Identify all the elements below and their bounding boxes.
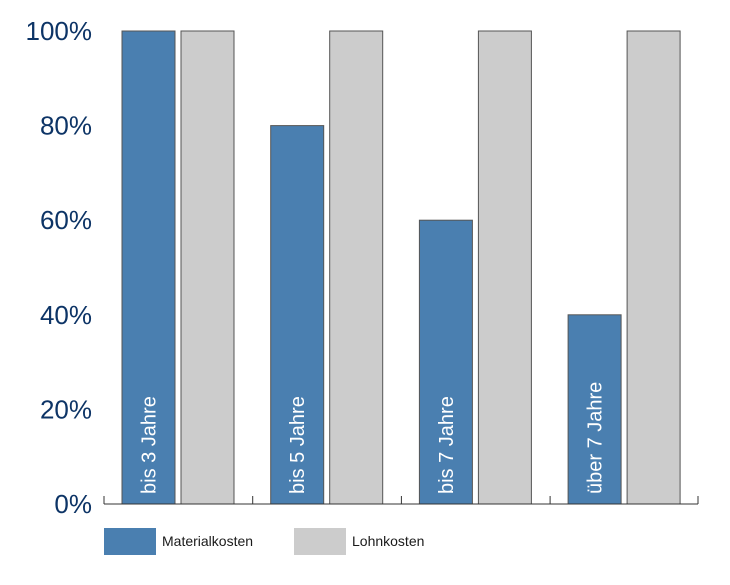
y-tick-label: 80% [40, 111, 92, 141]
category-label: über 7 Jahre [585, 382, 607, 494]
bar-lohn [180, 30, 235, 505]
bar-lohn [477, 30, 532, 505]
category-label: bis 5 Jahre [287, 396, 309, 494]
bar-material [121, 30, 176, 505]
category-label: bis 3 Jahre [139, 396, 161, 494]
bar-lohn [626, 30, 681, 505]
legend-swatch-material [104, 528, 156, 555]
legend-label: Lohnkosten [352, 533, 424, 549]
y-tick-label: 60% [40, 205, 92, 235]
bar-material [270, 125, 325, 505]
y-tick-label: 0% [54, 489, 92, 519]
legend-swatch-lohn [294, 528, 346, 555]
bar-lohn [329, 30, 384, 505]
category-label: bis 7 Jahre [436, 396, 458, 494]
y-tick-label: 40% [40, 300, 92, 330]
legend-label: Materialkosten [162, 533, 253, 549]
y-tick-label: 20% [40, 394, 92, 424]
y-tick-label: 100% [26, 16, 93, 46]
bar-material [567, 314, 622, 505]
bar-material [418, 219, 473, 505]
